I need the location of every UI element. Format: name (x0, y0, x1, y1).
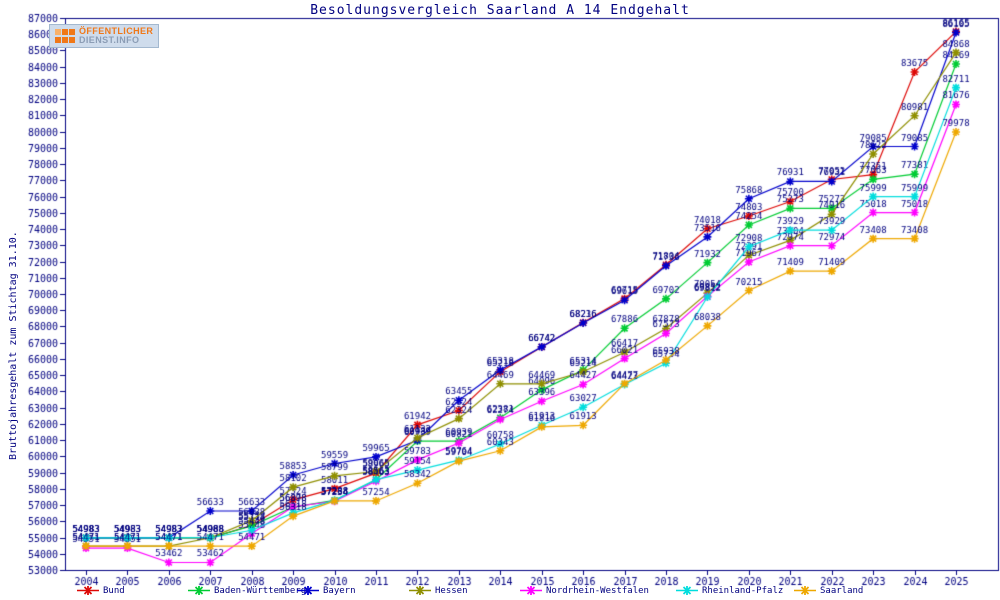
legend-item-saarland: Saarland (794, 585, 863, 596)
site-logo: ÖFFENTLICHER DIENST.INFO (49, 24, 160, 48)
legend-marker-icon (520, 586, 542, 595)
legend-marker-icon (409, 586, 431, 595)
legend-marker-icon (676, 586, 698, 595)
legend-item-nordrhein-westfalen: Nordrhein-Westfalen (520, 585, 649, 596)
legend-item-label: Bund (103, 585, 125, 596)
legend-item-label: Saarland (820, 585, 864, 596)
legend-marker-icon (77, 586, 99, 595)
legend-item-label: Hessen (435, 585, 468, 596)
legend-marker-icon (188, 586, 210, 595)
legend-item-label: Bayern (323, 585, 356, 596)
legend-item-label: Rheinland-Pfalz (702, 585, 784, 596)
logo-line2: DIENST.INFO (79, 35, 140, 45)
logo-squares-icon (53, 28, 75, 44)
logo-text: ÖFFENTLICHER DIENST.INFO (79, 27, 153, 45)
logo-line1: ÖFFENTLICHER (79, 26, 154, 36)
legend-item-label: Nordrhein-Westfalen (546, 585, 649, 596)
y-axis-label: Bruttojahresgehalt zum Stichtag 31.10. (8, 231, 19, 460)
legend-item-baden-w-rttemberg: Baden-Württemberg (188, 585, 306, 596)
legend-item-rheinland-pfalz: Rheinland-Pfalz (676, 585, 783, 596)
legend-item-bund: Bund (77, 585, 125, 596)
chart-legend: Bund Baden-Württemberg Bayern Hessen Nordrhe… (0, 585, 1000, 599)
legend-item-hessen: Hessen (409, 585, 468, 596)
legend-marker-icon (794, 586, 816, 595)
legend-item-label: Baden-Württemberg (214, 585, 307, 596)
legend-item-bayern: Bayern (297, 585, 356, 596)
legend-marker-icon (297, 586, 319, 595)
